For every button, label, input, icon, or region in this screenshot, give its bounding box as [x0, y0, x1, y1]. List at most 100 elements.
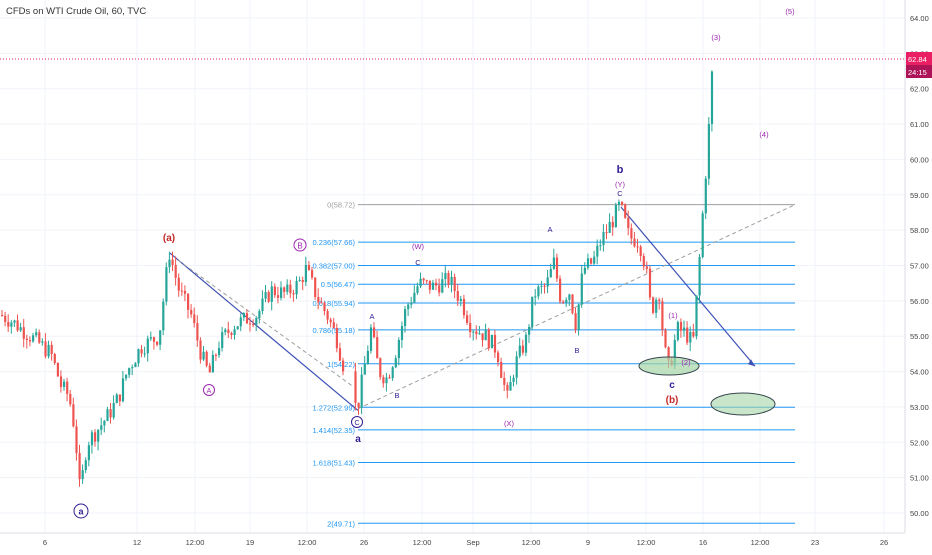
- candle-body: [159, 330, 162, 345]
- candle-body: [562, 301, 565, 303]
- wave-4-label: (4): [759, 130, 769, 139]
- last-price-tag[interactable]: [906, 52, 932, 66]
- candle-body: [59, 376, 63, 387]
- candle-body: [543, 285, 546, 287]
- candle-body: [63, 381, 66, 387]
- candle-body: [196, 323, 199, 341]
- wave-b-bold-label: b: [617, 164, 624, 176]
- candle-body: [38, 332, 41, 343]
- wave-B1-label: B: [394, 391, 399, 400]
- fib-level-label: 1.618(51.43): [312, 458, 355, 467]
- candle-body: [252, 324, 255, 326]
- candle-body: [373, 327, 376, 338]
- projection-arrow-line[interactable]: [620, 206, 756, 367]
- candle-body: [193, 314, 196, 324]
- candle-body: [143, 353, 146, 355]
- candle-body: [546, 277, 549, 287]
- target-ellipse-b[interactable]: [638, 356, 700, 376]
- candle-body: [311, 270, 314, 278]
- trend-line-a[interactable]: [169, 252, 359, 411]
- candle-body: [323, 302, 326, 312]
- price-axis-tick: 59.00: [910, 191, 929, 200]
- candle-body: [97, 429, 100, 442]
- candle-body: [146, 338, 149, 354]
- time-axis-tick: 9: [586, 538, 590, 547]
- trend-lines[interactable]: [0, 58, 905, 411]
- time-axis-tick: 6: [43, 538, 47, 547]
- candle-body: [106, 409, 109, 421]
- wave-2-label: (2): [681, 358, 691, 367]
- candle-body: [422, 278, 425, 281]
- candle-body: [679, 322, 683, 331]
- candle-body: [537, 286, 540, 297]
- candle-body: [366, 350, 369, 365]
- candle-body: [624, 204, 627, 218]
- target-ellipse-c[interactable]: [710, 392, 776, 416]
- wave-Y-label: (Y): [615, 180, 626, 189]
- candle-body: [165, 267, 168, 302]
- parallel-channel-line[interactable]: [177, 259, 353, 387]
- fib-level-label: 2(49.71): [327, 519, 355, 528]
- wave-X-label: (X): [504, 419, 515, 428]
- candle-body: [385, 377, 388, 384]
- candle-body: [103, 420, 106, 426]
- candle-body: [466, 315, 469, 323]
- candle-body: [1, 314, 4, 316]
- candle-body: [180, 290, 183, 292]
- candle-body: [376, 337, 379, 359]
- candle-body: [112, 403, 115, 418]
- price-axis[interactable]: 64.0063.0062.0061.0060.0059.0058.0057.00…: [904, 0, 932, 550]
- candle-body: [66, 381, 69, 394]
- candle-body: [261, 298, 264, 312]
- countdown-value: 24:15: [908, 68, 927, 77]
- candle-body: [524, 334, 528, 353]
- candle-body: [447, 273, 450, 285]
- fib-level-label: 0.5(56.47): [321, 280, 356, 289]
- candle-body: [90, 432, 94, 446]
- candle-body: [676, 322, 679, 340]
- time-axis-tick: 26: [880, 538, 888, 547]
- candle-body: [19, 327, 22, 331]
- candle-body: [633, 238, 636, 247]
- dashed-support-line[interactable]: [357, 204, 796, 410]
- candle-body: [338, 348, 342, 361]
- candle-body: [118, 394, 121, 402]
- candle-body: [249, 323, 252, 325]
- candle-body: [568, 294, 571, 300]
- candle-body: [335, 327, 338, 349]
- wave-labels: a B A C (a) (b) a b c A B C (W) (X) (Y) A B C (1) (2) (3) (4)…: [73, 7, 795, 519]
- candle-body: [419, 278, 422, 287]
- time-axis-tick: 26: [360, 538, 368, 547]
- candle-body: [134, 363, 137, 368]
- time-axis[interactable]: 6 12 12:00 19 12:00 26 12:00 Sep 12:00 9 12:00 16 12…: [0, 532, 932, 550]
- candle-body: [224, 329, 227, 333]
- candle-body: [462, 298, 466, 316]
- candle-body: [521, 345, 524, 353]
- candle-body: [87, 445, 90, 461]
- candle-body: [304, 264, 307, 283]
- candle-body: [50, 344, 53, 354]
- target-ellipses[interactable]: [638, 356, 776, 416]
- candle-body: [692, 331, 695, 337]
- candle-body: [528, 326, 531, 335]
- candle-body: [400, 326, 404, 341]
- candle-body: [493, 334, 497, 353]
- candle-body: [230, 333, 233, 335]
- candle-body: [689, 331, 692, 343]
- candle-body: [416, 286, 419, 293]
- wave-a-bold-label: a: [355, 434, 361, 445]
- candle-body: [549, 268, 552, 278]
- candle-body: [648, 268, 652, 298]
- candle-body: [115, 394, 118, 404]
- candle-body: [565, 299, 568, 303]
- candle-body: [645, 266, 648, 269]
- candle-body: [487, 329, 490, 349]
- fib-level-label: 0(58.72): [327, 201, 355, 210]
- fibonacci-retracement[interactable]: 0(58.72) 0.236(57.66) 0.382(57.00) 0.5(56.4…: [312, 201, 795, 529]
- wave-a-paren-label: (a): [163, 233, 175, 244]
- candle-body: [453, 276, 456, 292]
- candle-body: [683, 327, 686, 331]
- candle-body: [329, 319, 332, 323]
